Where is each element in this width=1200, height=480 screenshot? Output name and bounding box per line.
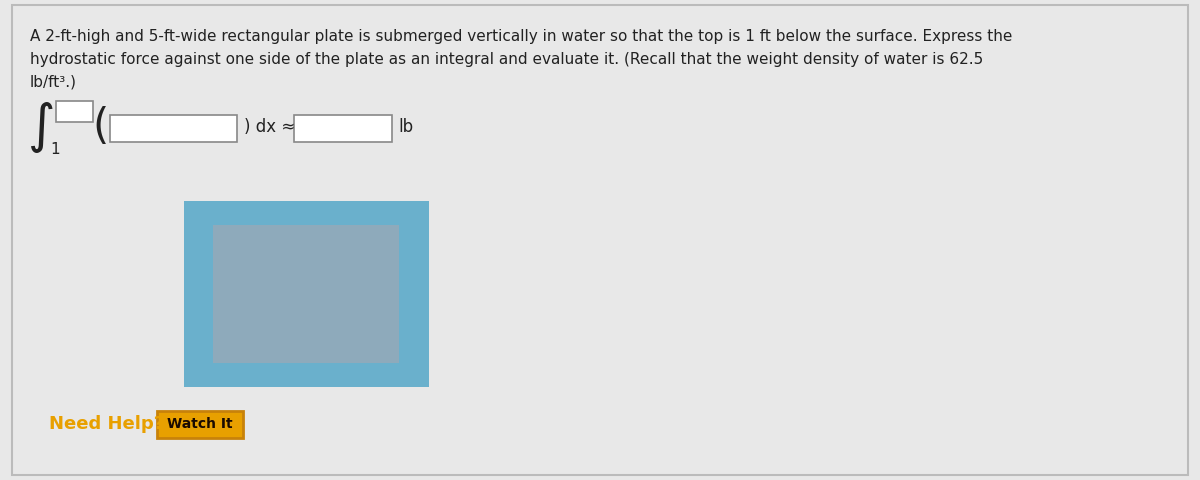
Text: Need Help?: Need Help? — [49, 415, 164, 433]
Text: (: ( — [92, 106, 108, 148]
Bar — [184, 201, 428, 387]
Text: ) dx ≈: ) dx ≈ — [245, 118, 295, 136]
Text: lb/ft³.): lb/ft³.) — [30, 74, 77, 89]
Text: Watch It: Watch It — [167, 417, 233, 431]
Text: hydrostatic force against one side of the plate as an integral and evaluate it. : hydrostatic force against one side of th… — [30, 52, 983, 67]
Text: A 2-ft-high and 5-ft-wide rectangular plate is submerged vertically in water so : A 2-ft-high and 5-ft-wide rectangular pl… — [30, 29, 1012, 44]
Bar — [110, 115, 238, 142]
Bar — [294, 115, 392, 142]
Text: ∫: ∫ — [28, 101, 55, 153]
Bar — [212, 225, 400, 362]
Bar — [56, 101, 94, 122]
Text: lb: lb — [398, 118, 413, 136]
Text: 1: 1 — [50, 143, 60, 157]
Bar — [157, 410, 244, 438]
